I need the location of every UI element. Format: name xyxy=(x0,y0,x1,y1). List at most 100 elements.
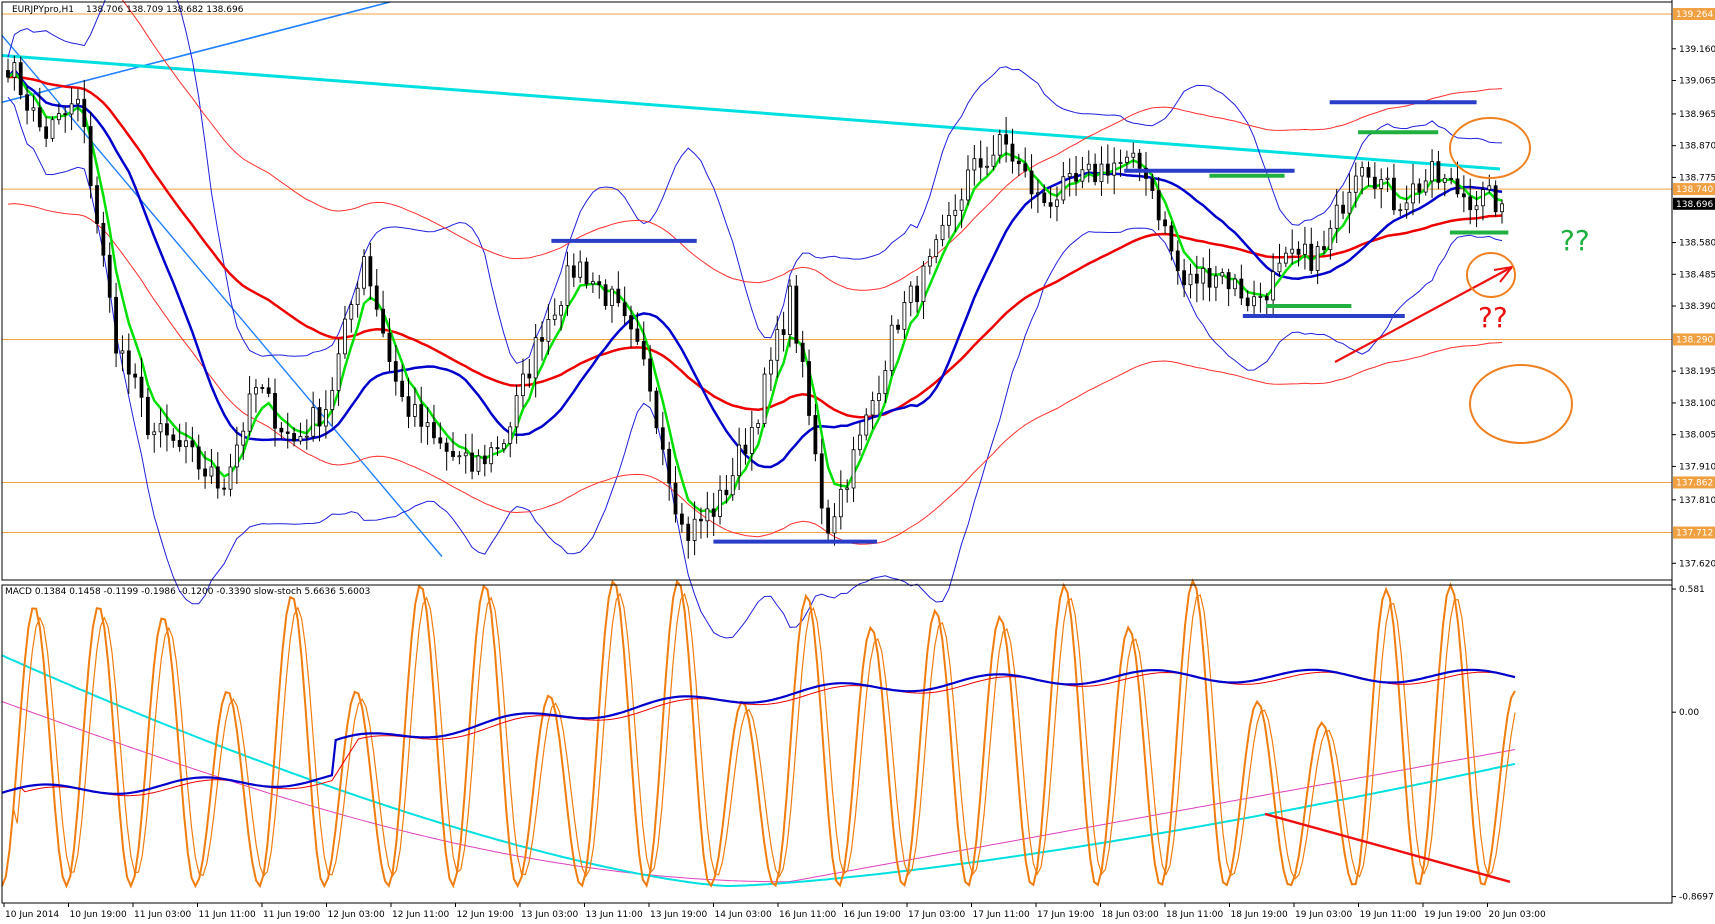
candle-body xyxy=(1233,278,1237,290)
candle xyxy=(705,491,710,538)
y-tick-label: 138.580 xyxy=(1679,239,1715,249)
candle-body xyxy=(438,437,443,444)
candle xyxy=(552,298,557,326)
candle xyxy=(1481,181,1485,221)
macd-main xyxy=(1,668,1516,795)
x-tick-label: 18 Jun 03:00 xyxy=(1102,910,1159,920)
candle-body xyxy=(1481,189,1485,207)
candle xyxy=(145,388,150,440)
candle-body xyxy=(1137,152,1142,169)
candle xyxy=(1500,199,1504,224)
candle-body xyxy=(851,449,856,489)
candle-body xyxy=(152,431,157,436)
candle xyxy=(883,360,888,403)
candle xyxy=(476,449,481,476)
price-label: 137.712 xyxy=(1676,529,1713,539)
candle-body xyxy=(927,256,932,267)
x-tick-label: 16 Jun 19:00 xyxy=(844,910,901,920)
candle-body xyxy=(317,407,322,427)
candle-body xyxy=(1004,134,1009,145)
candle-body xyxy=(972,158,977,171)
candle-body xyxy=(190,440,195,448)
price-label-box xyxy=(1673,197,1715,210)
highlight-circle-mid xyxy=(1466,252,1516,298)
candle-body xyxy=(1226,272,1231,290)
bollinger-lower xyxy=(7,96,1503,639)
candle xyxy=(1010,128,1015,174)
candle-body xyxy=(6,70,10,78)
candle-body xyxy=(1328,227,1333,250)
candle xyxy=(6,58,10,83)
candle-body xyxy=(857,434,862,451)
candle-body xyxy=(749,427,754,454)
candle-body xyxy=(978,158,983,168)
candle-body xyxy=(355,287,360,305)
candle xyxy=(1220,268,1225,285)
candle xyxy=(425,407,430,445)
candle-body xyxy=(1067,173,1072,178)
candle-body xyxy=(1423,180,1428,193)
candle-body xyxy=(114,296,118,354)
candle xyxy=(953,194,958,232)
candle xyxy=(851,436,856,502)
candle xyxy=(1315,241,1320,285)
candle xyxy=(234,426,239,485)
candle-body xyxy=(88,126,93,187)
x-tick-label: 10 Jun 2014 xyxy=(5,910,59,920)
candle xyxy=(1144,151,1148,196)
price-label-box xyxy=(1673,476,1715,489)
annotation-question-green: ?? xyxy=(1560,224,1590,257)
candle xyxy=(1004,117,1009,163)
candle-body xyxy=(1074,173,1078,182)
candle xyxy=(902,291,907,339)
candle xyxy=(1150,173,1155,200)
candle xyxy=(959,188,964,229)
x-tick-label: 19 Jun 11:00 xyxy=(1360,910,1417,920)
candle xyxy=(304,419,309,450)
candle xyxy=(521,358,525,408)
candle xyxy=(1156,176,1161,231)
candle xyxy=(807,349,811,426)
candle xyxy=(317,398,322,442)
candle xyxy=(1455,161,1460,198)
candle-body xyxy=(1347,191,1352,214)
candle xyxy=(374,269,379,317)
candle-body xyxy=(1411,183,1415,204)
candle-body xyxy=(31,107,36,111)
candle xyxy=(1474,191,1479,228)
candle-body xyxy=(273,393,277,429)
candle-body xyxy=(336,353,341,391)
candle-body xyxy=(1086,163,1091,171)
x-tick-label: 12 Jun 03:00 xyxy=(328,910,385,920)
candle-body xyxy=(660,427,665,450)
candle xyxy=(355,281,360,318)
candle-body xyxy=(590,281,595,285)
candle xyxy=(711,492,716,536)
candle-body xyxy=(1398,209,1403,212)
candle xyxy=(1461,175,1466,213)
envelope-lower xyxy=(7,203,1503,545)
candle xyxy=(463,433,468,474)
candle-body xyxy=(311,407,316,437)
trend-line-down xyxy=(1,34,443,558)
candle xyxy=(1392,163,1396,215)
candle-body xyxy=(44,126,49,139)
candle-body xyxy=(133,373,138,378)
candle-body xyxy=(1322,246,1326,250)
x-tick-label: 12 Jun 11:00 xyxy=(392,910,449,920)
y-tick-label: 139.160 xyxy=(1679,45,1715,55)
candle xyxy=(667,441,672,501)
candle xyxy=(1067,158,1072,197)
candle-body xyxy=(18,62,23,96)
candle-body xyxy=(381,308,385,334)
candle-body xyxy=(514,395,519,428)
candle xyxy=(69,87,74,131)
candle-body xyxy=(711,508,716,517)
candle-body xyxy=(1258,296,1263,298)
candle xyxy=(76,88,80,122)
candle-body xyxy=(915,285,920,303)
candle-body xyxy=(1163,219,1167,227)
candle-body xyxy=(1214,275,1218,288)
candle-body xyxy=(1264,296,1269,301)
candle-body xyxy=(63,113,68,116)
